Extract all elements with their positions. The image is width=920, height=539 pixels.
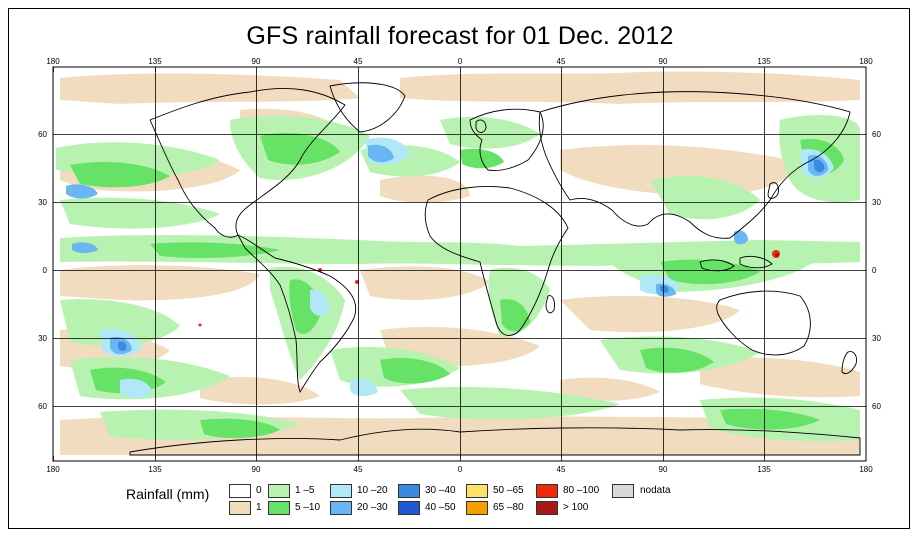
legend-label-8: 50 –65	[493, 485, 524, 496]
legend-title: Rainfall (mm)	[126, 486, 210, 502]
lon-label: 135	[148, 465, 162, 474]
legend-swatch-8	[466, 484, 488, 498]
legend-swatch-5	[330, 501, 352, 515]
legend-swatch-1	[229, 501, 251, 515]
lat-label: 30	[872, 334, 881, 343]
legend-label-10: 80 –100	[563, 485, 600, 496]
lat-label: 0	[872, 266, 877, 275]
legend-swatch-9	[466, 501, 488, 515]
lat-label: 30	[38, 334, 47, 343]
legend-label-0: 0	[256, 485, 262, 496]
lon-label: 45	[354, 57, 363, 66]
lon-label: 90	[659, 57, 668, 66]
map-border	[52, 66, 867, 462]
figure-frame	[8, 8, 910, 529]
legend-label-9: 65 –80	[493, 502, 524, 513]
lon-label: 180	[46, 465, 60, 474]
legend-label-2: 1 –5	[295, 485, 315, 496]
tick-marks	[53, 67, 867, 461]
legend-label-4: 10 –20	[357, 485, 388, 496]
lon-label: 90	[659, 465, 668, 474]
lon-label: 45	[557, 57, 566, 66]
legend-swatch-6	[398, 484, 420, 498]
lon-label: 0	[458, 465, 463, 474]
lon-label: 180	[859, 57, 873, 66]
lon-label: 45	[354, 465, 363, 474]
lon-label: 45	[557, 465, 566, 474]
rainfall-field	[56, 71, 860, 455]
coastlines	[129, 82, 861, 456]
lat-label: 60	[38, 402, 47, 411]
lon-label: 0	[458, 57, 463, 66]
lat-label: 30	[872, 198, 881, 207]
legend-swatch-0	[229, 484, 251, 498]
legend-label-7: 40 –50	[425, 502, 456, 513]
legend-label-6: 30 –40	[425, 485, 456, 496]
lat-label: 60	[872, 402, 881, 411]
lat-labels-left: 60 30 0 30 60	[38, 130, 47, 411]
lon-label: 135	[148, 57, 162, 66]
legend-swatch-7	[398, 501, 420, 515]
legend-swatch-4	[330, 484, 352, 498]
legend-label-5: 20 –30	[357, 502, 388, 513]
lon-label: 90	[252, 465, 261, 474]
legend-label-1: 1	[256, 502, 262, 513]
lon-label: 90	[252, 57, 261, 66]
lat-labels-right: 60 30 0 30 60	[872, 130, 881, 411]
legend-label-3: 5 –10	[295, 502, 321, 513]
lon-labels-bottom: 180 135 90 45 0 45 90 135 180	[46, 465, 873, 474]
legend-label-11: > 100	[563, 502, 589, 513]
lat-label: 30	[38, 198, 47, 207]
lat-label: 60	[872, 130, 881, 139]
legend-swatch-11	[536, 501, 558, 515]
lon-label: 180	[46, 57, 60, 66]
lat-label: 60	[38, 130, 47, 139]
lat-label: 0	[43, 266, 48, 275]
lon-labels-top: 180 135 90 45 0 45 90 135 180	[46, 57, 873, 66]
legend-label-12: nodata	[640, 485, 671, 496]
lon-label: 135	[757, 465, 771, 474]
legend-swatch-10	[536, 484, 558, 498]
map-title: GFS rainfall forecast for 01 Dec. 2012	[246, 22, 674, 50]
legend-swatch-2	[268, 484, 290, 498]
legend-swatch-3	[268, 501, 290, 515]
lon-label: 180	[859, 465, 873, 474]
lon-label: 135	[757, 57, 771, 66]
graticule	[53, 67, 866, 461]
legend-swatch-12	[612, 484, 634, 498]
